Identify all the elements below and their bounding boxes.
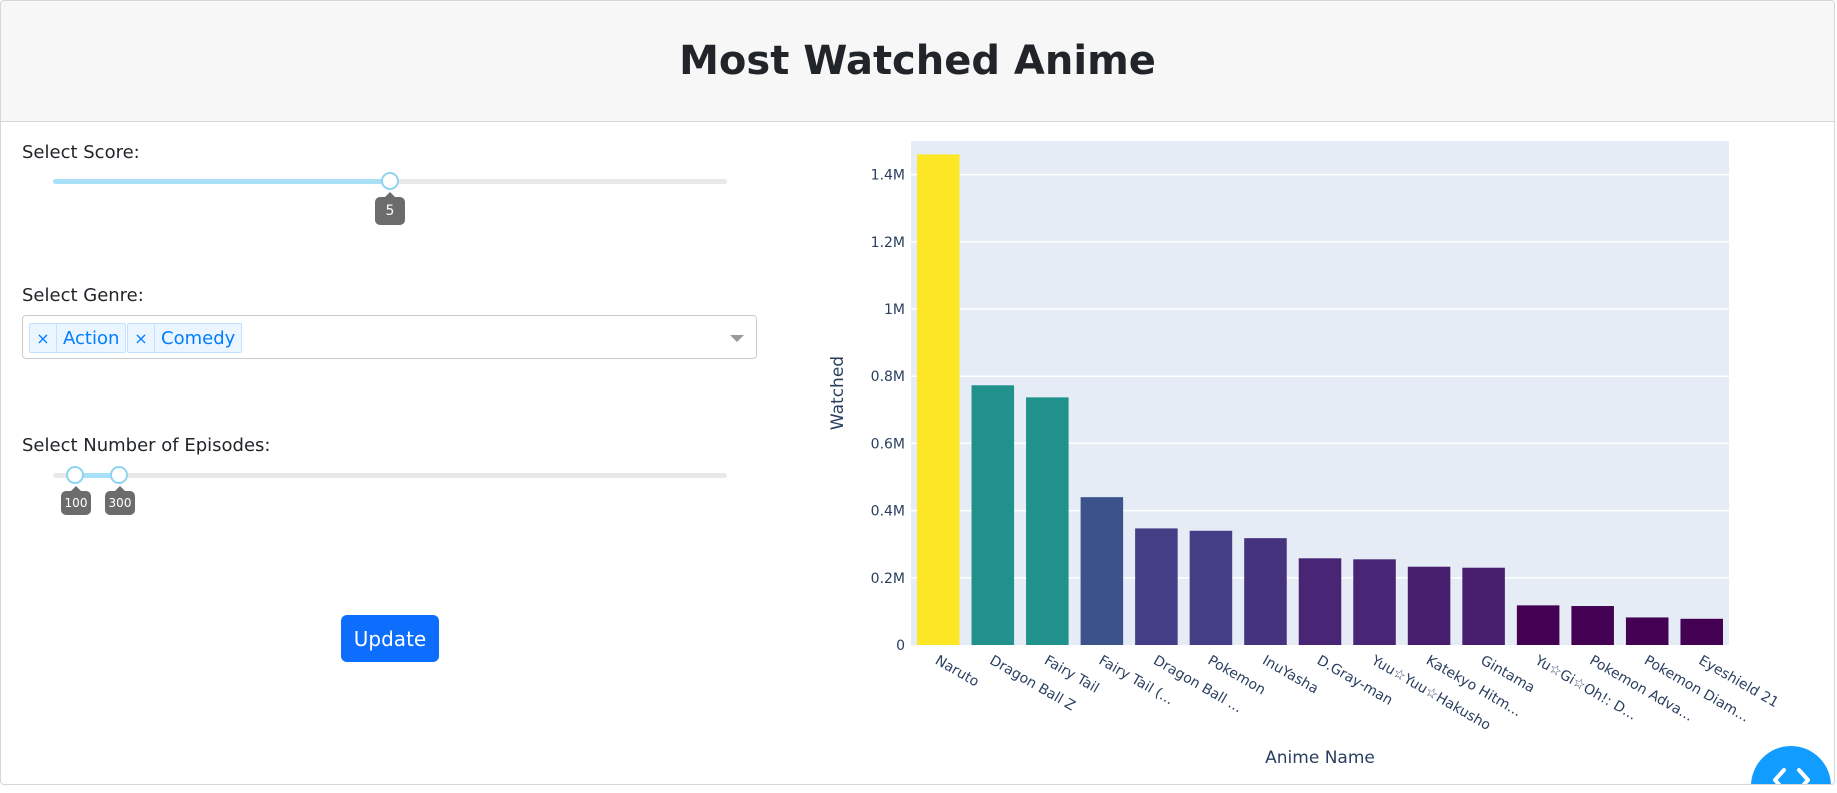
y-tick-label: 1.4M <box>871 168 905 184</box>
bar[interactable] <box>1080 497 1124 645</box>
y-tick-label: 0 <box>896 638 905 654</box>
genre-dropdown[interactable]: × Action × Comedy <box>22 315 757 359</box>
bar[interactable] <box>1516 605 1560 645</box>
episodes-low-handle[interactable] <box>66 466 84 484</box>
page-header: Most Watched Anime <box>1 1 1834 122</box>
remove-action-icon[interactable]: × <box>30 324 57 352</box>
page-title: Most Watched Anime <box>679 38 1156 84</box>
genre-tag-action: × Action <box>29 323 127 353</box>
code-toggle-button[interactable] <box>1751 746 1831 784</box>
y-tick-label: 0.4M <box>871 504 905 520</box>
x-axis-title: Anime Name <box>1265 748 1375 768</box>
episodes-slider-track[interactable] <box>53 473 727 478</box>
bar[interactable] <box>1189 530 1233 645</box>
bar[interactable] <box>916 154 960 645</box>
episodes-low-tooltip: 100 <box>61 486 91 515</box>
y-axis-ticks: 0 0.2M 0.4M 0.6M 0.8M 1M 1.2M 1.4M <box>871 168 905 654</box>
code-icon <box>1773 768 1810 784</box>
y-tick-label: 0.8M <box>871 369 905 385</box>
episodes-high-value: 300 <box>108 496 132 510</box>
y-tick-label: 1.2M <box>871 235 905 251</box>
x-tick-label: Yu☆Gi☆Oh!: D... <box>1531 652 1639 724</box>
score-label: Select Score: <box>22 142 140 163</box>
bar[interactable] <box>1680 618 1724 645</box>
bar[interactable] <box>1353 559 1396 645</box>
episodes-slider-fill <box>75 473 119 478</box>
bar[interactable] <box>1462 567 1505 645</box>
bar[interactable] <box>1244 538 1287 645</box>
episodes-low-value: 100 <box>64 496 88 510</box>
y-axis-title: Watched <box>828 356 848 430</box>
bar[interactable] <box>1571 606 1614 645</box>
update-button[interactable]: Update <box>341 615 439 662</box>
bar[interactable] <box>1135 528 1178 645</box>
x-tick-label: Naruto <box>932 653 981 691</box>
score-value-tooltip: 5 <box>375 192 405 225</box>
y-tick-label: 0.6M <box>871 436 905 452</box>
score-slider-handle[interactable] <box>381 172 399 190</box>
genre-tag-comedy: × Comedy <box>127 323 243 353</box>
remove-comedy-icon[interactable]: × <box>128 324 155 352</box>
score-value: 5 <box>385 203 395 219</box>
x-tick-label: InuYasha <box>1259 653 1321 698</box>
genre-tag-label: Comedy <box>161 327 236 349</box>
genre-tag-label: Action <box>63 327 120 349</box>
bar[interactable] <box>971 385 1015 645</box>
score-slider-fill <box>53 179 390 184</box>
episodes-high-tooltip: 300 <box>105 486 135 515</box>
bar[interactable] <box>1407 566 1451 645</box>
bar[interactable] <box>1026 397 1069 645</box>
genre-label: Select Genre: <box>22 285 144 306</box>
episodes-high-handle[interactable] <box>110 466 128 484</box>
chart-bars <box>916 154 1724 645</box>
bar[interactable] <box>1625 617 1669 645</box>
episodes-label: Select Number of Episodes: <box>22 435 271 456</box>
chevron-down-icon[interactable] <box>730 335 744 342</box>
bar[interactable] <box>1298 558 1342 645</box>
y-tick-label: 0.2M <box>871 571 905 587</box>
y-tick-label: 1M <box>884 302 905 318</box>
